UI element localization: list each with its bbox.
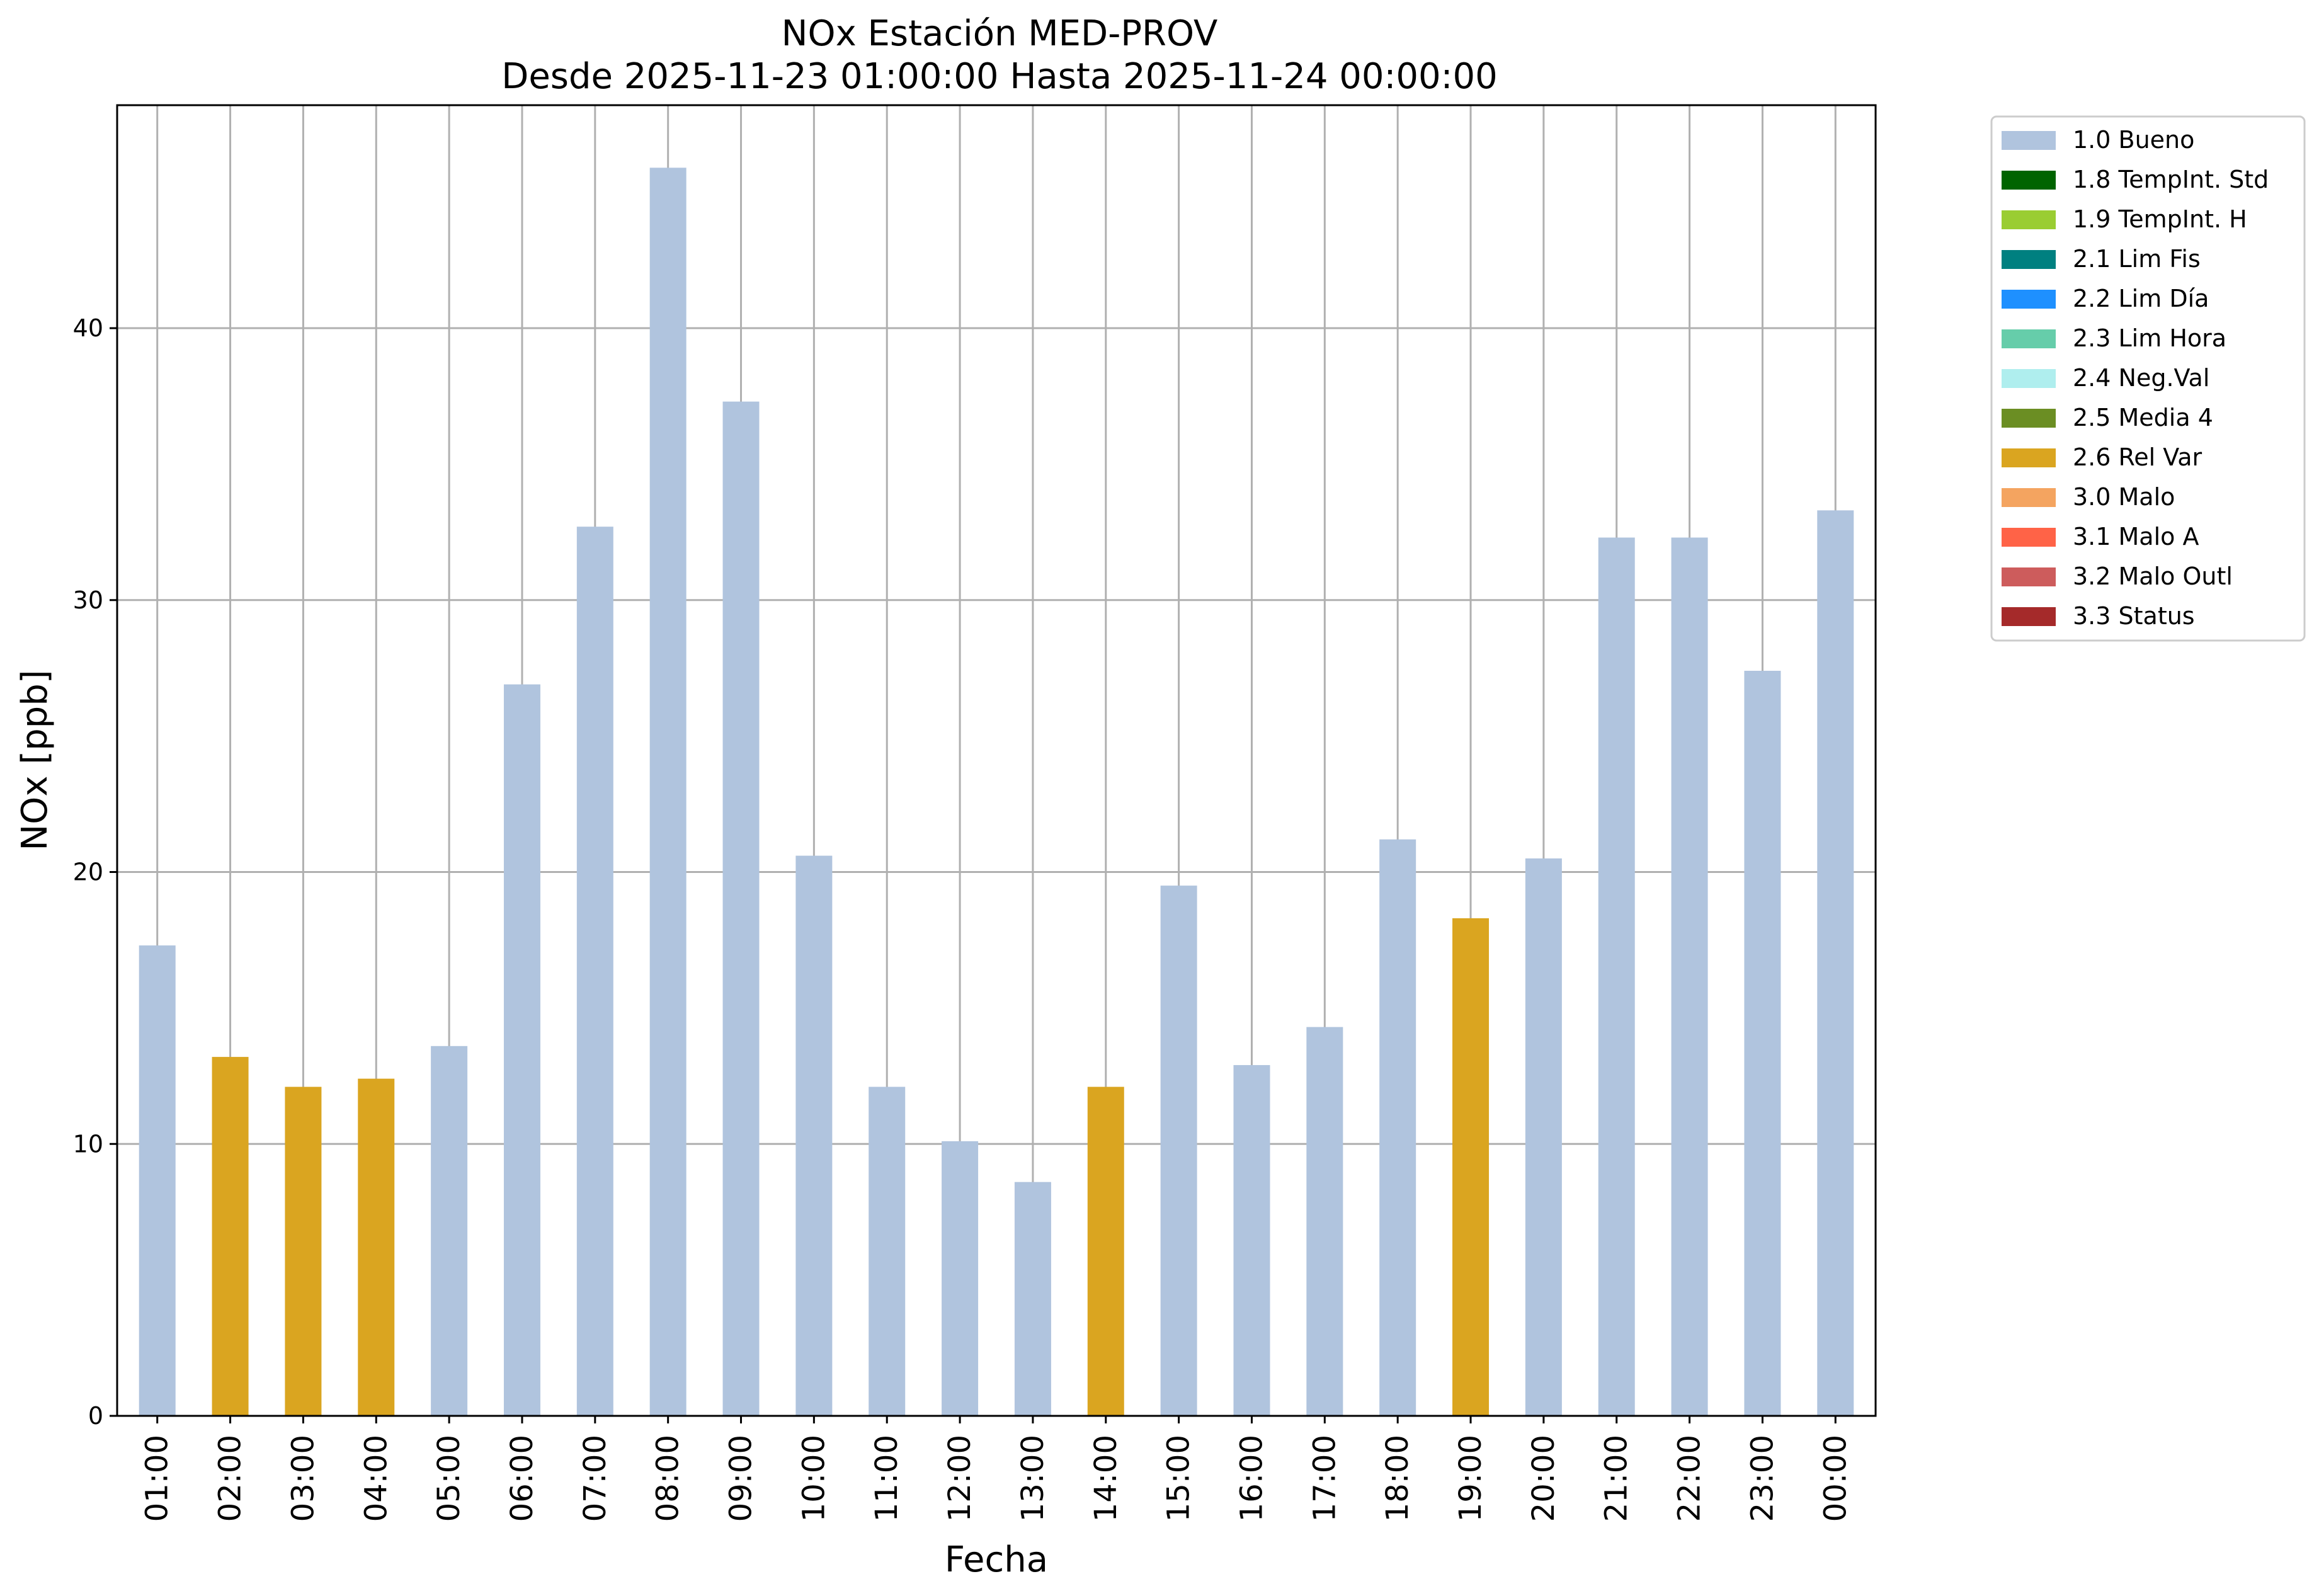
legend-swatch [2002, 131, 2056, 150]
x-tick-label: 07:00 [578, 1435, 613, 1522]
bars [139, 168, 1854, 1416]
x-tick-label: 19:00 [1453, 1435, 1488, 1522]
bar [1379, 839, 1416, 1416]
x-tick-label: 10:00 [796, 1435, 831, 1522]
x-tick-label: 21:00 [1599, 1435, 1634, 1522]
bar [869, 1086, 906, 1416]
x-tick-label: 06:00 [504, 1435, 540, 1522]
bar [1087, 1086, 1124, 1416]
x-tick-label: 09:00 [724, 1435, 759, 1522]
x-tick-label: 01:00 [140, 1435, 175, 1522]
bar [1160, 886, 1197, 1416]
legend-label: 3.1 Malo A [2073, 523, 2199, 550]
bar [1014, 1182, 1051, 1416]
bar [722, 401, 760, 1416]
x-tick-label: 05:00 [431, 1435, 467, 1522]
legend: 1.0 Bueno 1.8 TempInt. Std 1.9 TempInt. H 2… [1990, 115, 2306, 642]
y-tick-label: 20 [73, 858, 103, 886]
x-axis-label: Fecha [945, 1539, 1048, 1580]
chart-subtitle: Desde 2025-11-23 01:00:00 Hasta 2025-11-… [501, 56, 1498, 97]
x-tick-label: 22:00 [1672, 1435, 1707, 1522]
legend-label: 2.4 Neg.Val [2073, 364, 2209, 392]
legend-frame [1990, 115, 2306, 642]
legend-swatch [2002, 488, 2056, 507]
x-tick-label: 00:00 [1818, 1435, 1853, 1522]
bar [285, 1086, 322, 1416]
legend-swatch [2002, 528, 2056, 547]
legend-label: 3.3 Status [2073, 602, 2195, 630]
x-tick-label: 12:00 [942, 1435, 977, 1522]
legend-label: 2.5 Media 4 [2073, 404, 2213, 431]
bar [1525, 858, 1562, 1416]
legend-label: 1.9 TempInt. H [2073, 205, 2247, 233]
legend-label: 2.6 Rel Var [2073, 443, 2202, 471]
y-axis-label: NOx [ppb] [14, 670, 55, 850]
x-tick-label: 15:00 [1161, 1435, 1197, 1522]
x-tick-label: 03:00 [285, 1435, 321, 1522]
bar [942, 1141, 979, 1416]
x-tick-label: 20:00 [1526, 1435, 1561, 1522]
y-tick-label: 0 [88, 1402, 103, 1430]
legend-swatch [2002, 607, 2056, 626]
bar [1598, 537, 1635, 1416]
legend-swatch [2002, 567, 2056, 586]
bar [649, 168, 687, 1416]
bar [139, 945, 176, 1416]
x-tick-label: 04:00 [358, 1435, 394, 1522]
legend-label: 1.0 Bueno [2073, 126, 2194, 154]
legend-swatch [2002, 369, 2056, 388]
legend-label: 2.2 Lim Día [2073, 285, 2209, 312]
x-tick-label: 18:00 [1380, 1435, 1415, 1522]
legend-label: 2.1 Lim Fis [2073, 245, 2201, 273]
x-tick-label: 23:00 [1745, 1435, 1780, 1522]
legend-swatch [2002, 329, 2056, 348]
chart-title: NOx Estación MED-PROV [782, 13, 1218, 54]
x-tick-label: 13:00 [1015, 1435, 1051, 1522]
y-tick-label: 40 [73, 314, 103, 342]
legend-label: 3.2 Malo Outl [2073, 562, 2233, 590]
bar [1671, 537, 1708, 1416]
legend-swatch [2002, 448, 2056, 467]
y-axis-ticks: 0 10 20 30 40 [73, 314, 117, 1430]
bar [431, 1046, 468, 1416]
x-tick-label: 08:00 [651, 1435, 686, 1522]
bar [1452, 918, 1490, 1416]
legend-swatch [2002, 171, 2056, 190]
legend-swatch [2002, 409, 2056, 428]
legend-swatch [2002, 210, 2056, 229]
plot-frame [116, 104, 1877, 1417]
legend-label: 1.8 TempInt. Std [2073, 166, 2269, 193]
x-axis-ticks: 01:00 02:00 03:00 04:00 05:00 06:00 07:00 08:00… [140, 1416, 1853, 1522]
bar [212, 1057, 249, 1416]
x-tick-label: 02:00 [213, 1435, 248, 1522]
x-tick-label: 14:00 [1088, 1435, 1124, 1522]
bar [503, 684, 540, 1416]
bar [1744, 671, 1781, 1416]
y-tick-label: 30 [73, 586, 103, 614]
bar [1306, 1027, 1343, 1416]
legend-label: 2.3 Lim Hora [2073, 324, 2226, 352]
bar [358, 1078, 395, 1416]
bar [576, 527, 613, 1416]
bar [795, 855, 833, 1416]
x-tick-label: 11:00 [869, 1435, 904, 1522]
x-tick-label: 17:00 [1307, 1435, 1342, 1522]
x-tick-label: 16:00 [1234, 1435, 1269, 1522]
bar [1817, 510, 1854, 1416]
legend-label: 3.0 Malo [2073, 483, 2175, 511]
legend-swatch [2002, 290, 2056, 309]
legend-swatch [2002, 250, 2056, 269]
bar [1233, 1065, 1270, 1416]
y-tick-label: 10 [73, 1130, 103, 1158]
